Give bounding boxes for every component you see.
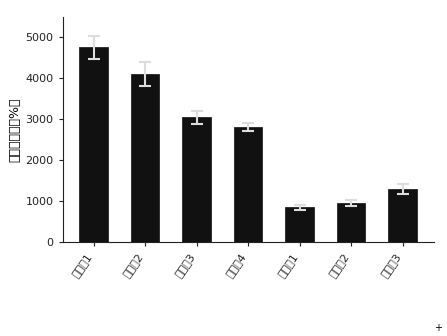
Bar <box>337 203 365 242</box>
Bar <box>286 207 314 242</box>
Bar <box>80 47 108 242</box>
Bar <box>131 74 159 242</box>
Bar <box>234 127 262 242</box>
Text: +: + <box>434 323 443 333</box>
Bar <box>388 189 417 242</box>
Y-axis label: 最大吸水率（%）: 最大吸水率（%） <box>8 97 21 162</box>
Bar <box>182 117 211 242</box>
